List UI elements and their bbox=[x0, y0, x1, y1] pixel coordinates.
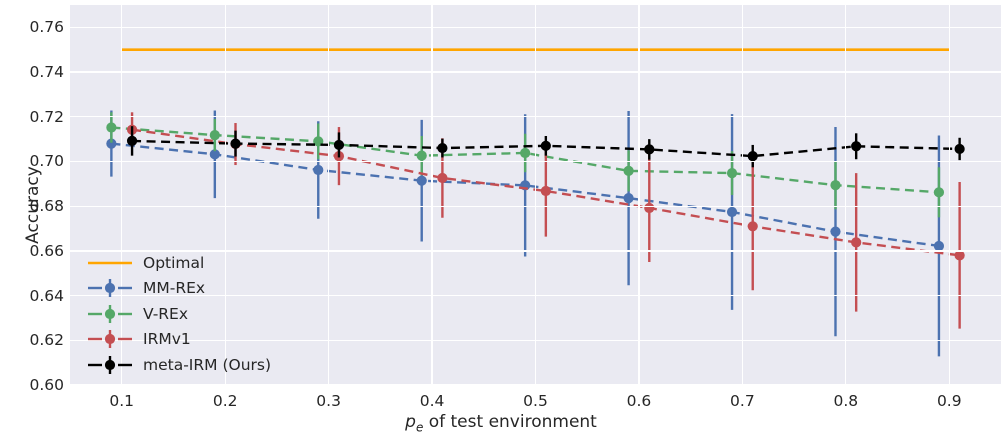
data-point-marker bbox=[747, 221, 758, 232]
legend-point-icon bbox=[104, 283, 116, 294]
data-point-marker bbox=[126, 135, 138, 147]
legend-swatch bbox=[86, 354, 134, 376]
legend-marker-icon bbox=[88, 261, 132, 265]
gridline-x-3 bbox=[431, 5, 433, 385]
data-point-marker bbox=[416, 175, 427, 186]
x-axis-label-subscript: e bbox=[415, 420, 424, 435]
legend-point-icon bbox=[104, 334, 116, 345]
x-tick-label: 0.8 bbox=[833, 392, 859, 410]
legend-label: meta-IRM (Ours) bbox=[143, 355, 272, 374]
data-point-marker bbox=[644, 144, 655, 155]
legend-item: IRMv1 bbox=[86, 327, 316, 353]
data-point-marker bbox=[520, 147, 531, 159]
y-tick-label: 0.76 bbox=[29, 18, 64, 37]
x-axis-label-symbol: p bbox=[405, 412, 416, 432]
data-point-marker bbox=[830, 226, 841, 237]
y-tick-label: 0.74 bbox=[29, 63, 64, 82]
x-tick-label: 0.1 bbox=[109, 392, 135, 410]
data-point-marker bbox=[209, 129, 220, 141]
data-point-marker bbox=[209, 149, 220, 160]
legend-marker-icon bbox=[88, 279, 132, 298]
data-point-marker bbox=[954, 143, 965, 155]
trend-line bbox=[131, 128, 960, 257]
legend-swatch bbox=[86, 328, 134, 350]
series-meta-irm-ours bbox=[126, 126, 965, 168]
data-point-marker bbox=[540, 140, 551, 151]
x-tick-label: 0.6 bbox=[626, 392, 652, 410]
legend-point-icon bbox=[104, 359, 116, 370]
data-point-marker bbox=[416, 150, 427, 161]
x-tick-label: 0.9 bbox=[936, 392, 962, 410]
data-point-marker bbox=[851, 237, 862, 248]
data-point-marker bbox=[830, 180, 841, 191]
data-point-marker bbox=[726, 167, 738, 179]
legend-swatch bbox=[86, 277, 134, 299]
y-tick-label: 0.66 bbox=[29, 241, 64, 260]
legend-item: meta-IRM (Ours) bbox=[86, 352, 316, 378]
legend-marker-icon bbox=[88, 355, 132, 374]
trend-line bbox=[111, 126, 940, 194]
x-axis-label: pe of test environment bbox=[0, 412, 1002, 434]
x-tick-label: 0.5 bbox=[523, 392, 548, 410]
legend-item: V-REx bbox=[86, 301, 316, 327]
data-point-marker bbox=[437, 172, 448, 184]
y-tick-label: 0.60 bbox=[29, 376, 64, 394]
legend: Optimal MM-REx V-REx IRMv1 meta-IRM (Ours) bbox=[86, 250, 316, 378]
data-point-marker bbox=[623, 193, 634, 204]
legend-label: MM-REx bbox=[143, 279, 206, 298]
legend-item: MM-REx bbox=[86, 276, 316, 302]
data-point-marker bbox=[333, 139, 345, 151]
data-point-marker bbox=[230, 138, 241, 149]
gridline-x-0 bbox=[121, 5, 123, 385]
y-tick-label: 0.70 bbox=[29, 152, 64, 171]
legend-swatch bbox=[86, 252, 134, 274]
plot-area bbox=[70, 5, 1001, 385]
data-point-marker bbox=[851, 141, 862, 152]
x-tick-label: 0.2 bbox=[212, 392, 238, 410]
legend-marker-icon bbox=[88, 330, 132, 349]
y-axis-label: Accuracy bbox=[23, 166, 43, 244]
data-point-marker bbox=[644, 202, 655, 214]
data-point-marker bbox=[313, 164, 324, 176]
data-point-marker bbox=[954, 250, 965, 261]
data-point-marker bbox=[933, 187, 945, 198]
legend-label: V-REx bbox=[143, 304, 189, 323]
trend-line bbox=[111, 142, 940, 248]
legend-swatch bbox=[86, 303, 134, 325]
data-point-marker bbox=[726, 206, 738, 218]
y-tick-label: 0.62 bbox=[29, 331, 64, 350]
gridline-x-7 bbox=[845, 5, 847, 385]
gridline-x-1 bbox=[224, 5, 226, 385]
x-tick-label: 0.4 bbox=[419, 392, 445, 410]
data-point-marker bbox=[437, 142, 448, 154]
y-axis-tick-labels: 0.60 0.62 0.64 0.66 0.68 0.70 0.72 0.74 0.76 bbox=[0, 0, 64, 442]
y-tick-label: 0.68 bbox=[29, 197, 64, 216]
legend-label: Optimal bbox=[143, 253, 205, 272]
legend-item: Optimal bbox=[86, 250, 316, 276]
data-point-marker bbox=[747, 151, 758, 162]
gridline-x-2 bbox=[327, 5, 330, 385]
legend-label: IRMv1 bbox=[143, 330, 191, 349]
gridline-x-4 bbox=[534, 5, 537, 385]
series-v-rex bbox=[106, 112, 945, 218]
legend-marker-icon bbox=[88, 304, 132, 323]
data-point-marker bbox=[540, 185, 551, 197]
y-tick-label: 0.72 bbox=[29, 107, 64, 126]
data-point-marker bbox=[106, 122, 117, 133]
gridline-x-6 bbox=[741, 5, 744, 385]
x-tick-label: 0.7 bbox=[730, 392, 755, 410]
data-point-marker bbox=[933, 240, 945, 252]
data-point-marker bbox=[623, 165, 634, 176]
x-axis-label-rest: of test environment bbox=[423, 412, 597, 432]
y-tick-label: 0.64 bbox=[29, 286, 64, 305]
data-point-marker bbox=[106, 138, 117, 149]
legend-point-icon bbox=[104, 308, 116, 319]
gridline-x-8 bbox=[948, 5, 950, 385]
x-tick-label: 0.3 bbox=[316, 392, 341, 410]
gridline-x-5 bbox=[638, 5, 640, 385]
